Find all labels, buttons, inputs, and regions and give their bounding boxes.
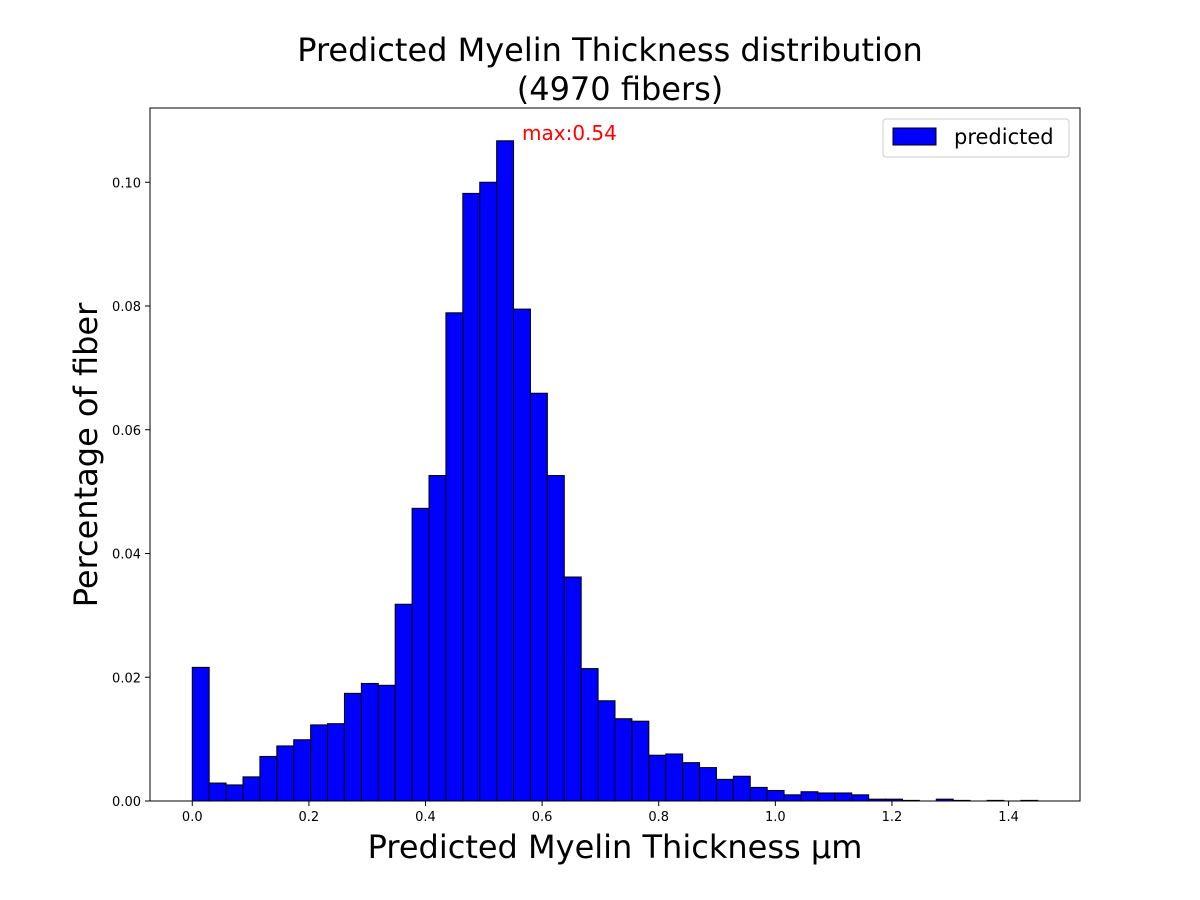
x-tick-label: 1.0 xyxy=(765,810,786,825)
plot-frame xyxy=(149,107,1081,802)
histogram-bar xyxy=(293,739,312,802)
histogram-bar xyxy=(513,308,531,802)
y-axis-label: Percentage of fiber xyxy=(67,302,105,607)
y-tick-label: 0.10 xyxy=(112,176,141,191)
histogram-bar xyxy=(563,576,582,802)
histogram-bar xyxy=(665,753,684,802)
histogram-bar xyxy=(242,776,261,802)
histogram-bar xyxy=(631,720,650,802)
y-tick-label: 0.02 xyxy=(112,671,141,686)
x-tick-label: 1.2 xyxy=(882,810,903,825)
legend-swatch xyxy=(892,127,937,146)
max-annotation: max:0.54 xyxy=(522,121,617,145)
y-tick-label: 0.00 xyxy=(112,795,141,810)
x-tick-label: 0.8 xyxy=(648,810,669,825)
histogram-bar xyxy=(411,507,430,802)
histogram-bar xyxy=(834,792,853,802)
histogram-bar xyxy=(310,724,329,802)
chart-title-line1: Predicted Myelin Thickness distribution xyxy=(297,31,923,69)
histogram-bar xyxy=(580,668,599,802)
y-axis-ticks: 0.00 0.02 0.04 0.06 0.08 0.10 xyxy=(112,176,150,810)
histogram-bar xyxy=(817,792,836,802)
histogram-bar xyxy=(496,140,515,802)
histogram-bar xyxy=(276,745,295,802)
x-axis-ticks: 0.0 0.2 0.4 0.6 0.8 1.0 1.2 1.4 xyxy=(182,801,1019,825)
histogram-bar xyxy=(327,723,345,802)
histogram-bar xyxy=(394,603,413,802)
x-tick-label: 0.4 xyxy=(415,810,436,825)
histogram-bar xyxy=(377,684,396,802)
x-tick-label: 0.6 xyxy=(532,810,553,825)
y-tick-label: 0.06 xyxy=(112,424,141,439)
histogram-bar xyxy=(648,754,667,802)
x-axis-label: Predicted Myelin Thickness μm xyxy=(368,828,863,866)
chart-title-line2: (4970 fibers) xyxy=(517,70,724,108)
histogram-bar xyxy=(445,312,464,802)
histogram-bar xyxy=(597,700,616,802)
y-tick-label: 0.04 xyxy=(112,548,141,563)
histogram-bar xyxy=(715,778,734,802)
histogram-bar xyxy=(208,782,227,802)
histogram-bar xyxy=(546,475,565,802)
histogram-bar xyxy=(428,475,447,802)
histogram-bar xyxy=(783,794,802,802)
legend-label: predicted xyxy=(954,125,1054,149)
bar-group xyxy=(191,140,1039,802)
legend: predicted xyxy=(882,118,1070,158)
histogram-bar xyxy=(749,786,768,802)
histogram-bar xyxy=(479,181,498,802)
histogram-bar xyxy=(191,666,210,802)
y-tick-label: 0.08 xyxy=(112,300,141,315)
x-tick-label: 0.2 xyxy=(299,810,320,825)
histogram-bar xyxy=(343,692,362,802)
histogram-bar xyxy=(360,682,379,802)
histogram-bar xyxy=(614,718,633,802)
histogram-bar xyxy=(699,767,717,802)
histogram-bar xyxy=(800,791,819,802)
histogram-bar xyxy=(766,789,785,802)
histogram-bar xyxy=(682,762,701,802)
histogram-bar xyxy=(462,192,481,802)
histogram-bar xyxy=(529,392,548,802)
x-tick-label: 1.4 xyxy=(998,810,1019,825)
histogram-bar xyxy=(851,794,870,802)
histogram-bar xyxy=(225,784,244,802)
x-tick-label: 0.0 xyxy=(182,810,203,825)
histogram-bar xyxy=(732,775,751,802)
histogram-bar xyxy=(259,755,278,802)
